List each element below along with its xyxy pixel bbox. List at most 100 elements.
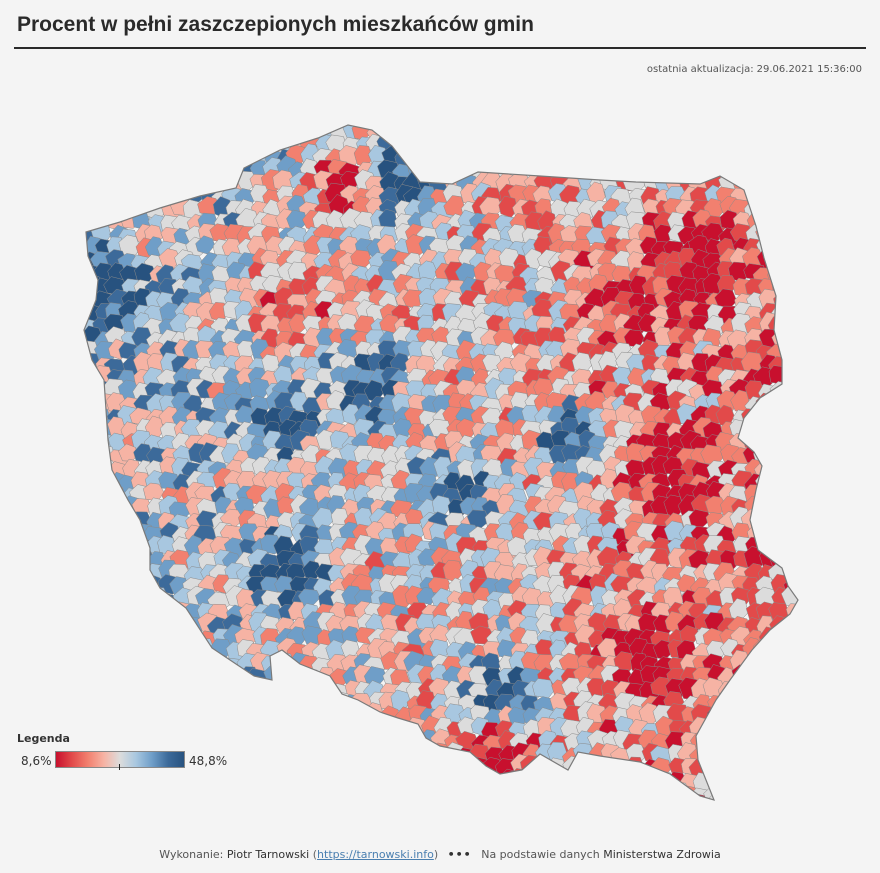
gmina-region[interactable] xyxy=(277,678,300,698)
gmina-region[interactable] xyxy=(623,119,645,139)
gmina-region[interactable] xyxy=(72,642,91,664)
gmina-region[interactable] xyxy=(107,629,132,649)
gmina-region[interactable] xyxy=(767,446,791,467)
gmina-region[interactable] xyxy=(185,680,208,700)
gmina-region[interactable] xyxy=(560,781,582,803)
gmina-region[interactable] xyxy=(550,109,570,131)
gmina-region[interactable] xyxy=(157,186,181,206)
gmina-region[interactable] xyxy=(784,289,805,309)
gmina-region[interactable] xyxy=(69,511,92,532)
gmina-region[interactable] xyxy=(767,462,790,481)
gmina-region[interactable] xyxy=(239,118,260,139)
gmina-region[interactable] xyxy=(495,798,515,819)
gmina-region[interactable] xyxy=(692,158,712,178)
gmina-region[interactable] xyxy=(91,784,112,803)
gmina-region[interactable] xyxy=(341,717,361,740)
gmina-region[interactable] xyxy=(375,785,399,807)
gmina-region[interactable] xyxy=(93,614,117,634)
gmina-region[interactable] xyxy=(773,221,791,243)
gmina-region[interactable] xyxy=(769,156,791,179)
gmina-region[interactable] xyxy=(522,768,544,788)
gmina-region[interactable] xyxy=(575,797,598,816)
gmina-region[interactable] xyxy=(157,147,177,171)
gmina-region[interactable] xyxy=(118,156,139,177)
gmina-region[interactable] xyxy=(89,795,114,816)
gmina-region[interactable] xyxy=(456,798,479,818)
gmina-region[interactable] xyxy=(286,769,311,790)
gmina-region[interactable] xyxy=(700,109,724,129)
gmina-region[interactable] xyxy=(144,784,166,803)
gmina-region[interactable] xyxy=(145,769,166,789)
gmina-region[interactable] xyxy=(419,133,442,156)
gmina-region[interactable] xyxy=(407,758,428,780)
gmina-region[interactable] xyxy=(118,564,138,584)
gmina-region[interactable] xyxy=(486,107,506,128)
gmina-region[interactable] xyxy=(65,342,87,365)
gmina-region[interactable] xyxy=(327,691,352,712)
gmina-region[interactable] xyxy=(155,637,176,660)
gmina-region[interactable] xyxy=(418,801,438,819)
gmina-region[interactable] xyxy=(65,600,88,619)
gmina-region[interactable] xyxy=(742,430,766,451)
gmina-region[interactable] xyxy=(584,772,607,795)
gmina-region[interactable] xyxy=(183,145,205,170)
gmina-region[interactable] xyxy=(94,486,116,506)
gmina-region[interactable] xyxy=(744,716,768,739)
gmina-region[interactable] xyxy=(664,795,685,815)
gmina-region[interactable] xyxy=(131,599,153,623)
gmina-region[interactable] xyxy=(394,106,418,129)
gmina-region[interactable] xyxy=(780,158,800,181)
gmina-region[interactable] xyxy=(116,136,141,155)
gmina-region[interactable] xyxy=(96,665,117,685)
gmina-region[interactable] xyxy=(70,391,89,413)
gmina-region[interactable] xyxy=(91,120,113,139)
gmina-region[interactable] xyxy=(430,773,451,793)
gmina-region[interactable] xyxy=(90,655,113,677)
gmina-region[interactable] xyxy=(209,732,230,754)
gmina-region[interactable] xyxy=(342,731,365,752)
gmina-region[interactable] xyxy=(755,209,777,233)
gmina-region[interactable] xyxy=(104,145,125,166)
gmina-region[interactable] xyxy=(638,134,662,154)
gmina-region[interactable] xyxy=(585,756,605,778)
gmina-region[interactable] xyxy=(105,731,126,751)
gmina-region[interactable] xyxy=(434,761,456,780)
gmina-region[interactable] xyxy=(93,729,117,752)
gmina-region[interactable] xyxy=(446,796,467,815)
gmina-region[interactable] xyxy=(80,539,102,558)
gmina-region[interactable] xyxy=(406,746,430,767)
gmina-region[interactable] xyxy=(168,120,191,138)
gmina-region[interactable] xyxy=(442,144,463,165)
gmina-region[interactable] xyxy=(745,184,765,204)
gmina-region[interactable] xyxy=(390,758,413,780)
gmina-region[interactable] xyxy=(221,669,244,688)
gmina-region[interactable] xyxy=(154,123,178,145)
gmina-region[interactable] xyxy=(275,759,298,780)
gmina-region[interactable] xyxy=(726,758,750,778)
gmina-region[interactable] xyxy=(121,652,145,674)
gmina-region[interactable] xyxy=(715,758,737,778)
gmina-region[interactable] xyxy=(532,144,554,166)
gmina-region[interactable] xyxy=(208,171,230,192)
gmina-region[interactable] xyxy=(729,782,749,803)
gmina-region[interactable] xyxy=(80,183,101,205)
gmina-region[interactable] xyxy=(147,707,167,728)
gmina-region[interactable] xyxy=(629,148,651,168)
gmina-region[interactable] xyxy=(329,759,352,779)
gmina-region[interactable] xyxy=(661,148,685,170)
gmina-region[interactable] xyxy=(103,578,127,598)
gmina-region[interactable] xyxy=(199,730,219,749)
gmina-region[interactable] xyxy=(483,773,505,793)
footer-url-link[interactable]: https://tarnowski.info xyxy=(317,848,434,861)
gmina-region[interactable] xyxy=(71,171,91,190)
gmina-region[interactable] xyxy=(782,787,805,806)
gmina-region[interactable] xyxy=(563,162,583,180)
gmina-region[interactable] xyxy=(744,417,766,438)
gmina-region[interactable] xyxy=(81,668,103,688)
gmina-region[interactable] xyxy=(315,734,336,754)
gmina-region[interactable] xyxy=(147,109,169,130)
gmina-region[interactable] xyxy=(460,109,480,129)
gmina-region[interactable] xyxy=(781,691,802,715)
gmina-region[interactable] xyxy=(638,785,660,806)
gmina-region[interactable] xyxy=(224,742,243,764)
